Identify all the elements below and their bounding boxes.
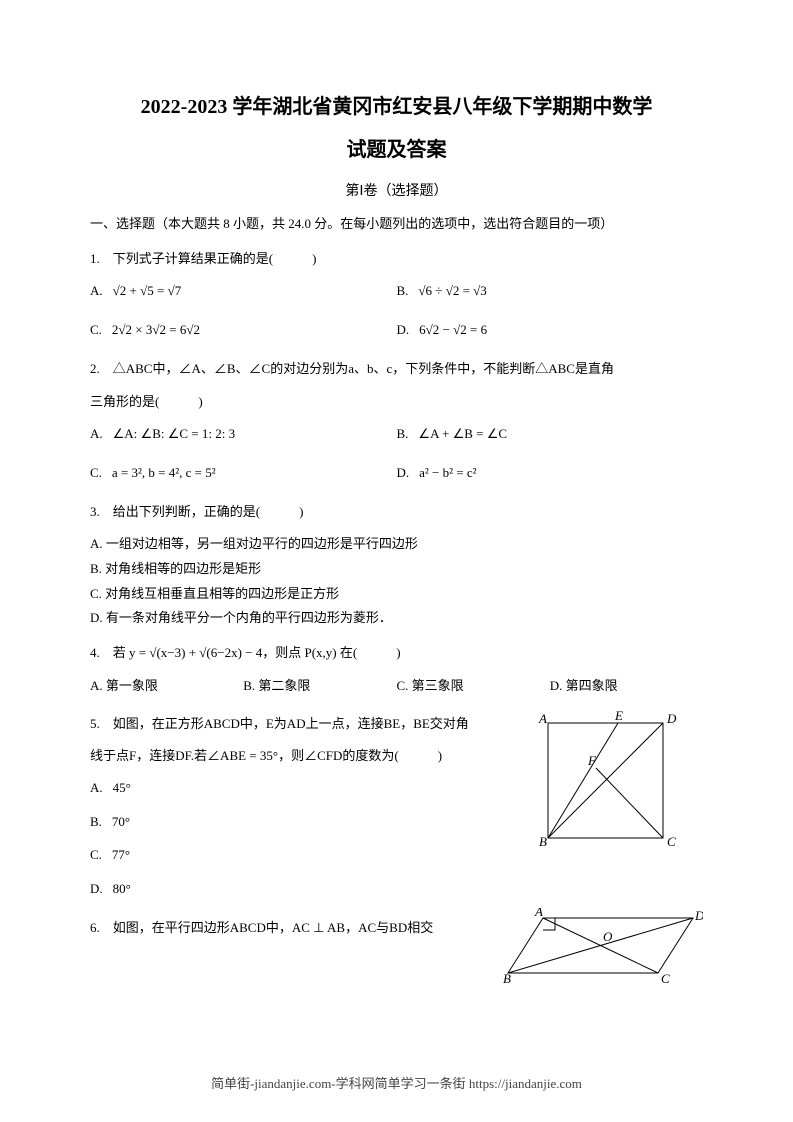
q6-label-b: B bbox=[503, 971, 511, 986]
question-4: 4. 若 y = √(x−3) + √(6−2x) − 4，则点 P(x,y) … bbox=[90, 641, 703, 698]
q6-label-d: D bbox=[694, 908, 703, 923]
question-3: 3. 给出下列判断，正确的是( ) A. 一组对边相等，另一组对边平行的四边形是… bbox=[90, 500, 703, 631]
q4-text: 4. 若 y = √(x−3) + √(6−2x) − 4，则点 P(x,y) … bbox=[90, 641, 703, 666]
q5-label-a: A bbox=[538, 711, 547, 726]
question-1: 1. 下列式子计算结果正确的是( ) A.√2 + √5 = √7 B.√6 ÷… bbox=[90, 247, 703, 343]
q4-option-a: A. 第一象限 bbox=[90, 674, 243, 699]
q3-option-d: D. 有一条对角线平分一个内角的平行四边形为菱形． bbox=[90, 606, 703, 631]
q3-option-a: A. 一组对边相等，另一组对边平行的四边形是平行四边形 bbox=[90, 532, 703, 557]
q6-text: 6. 如图，在平行四边形ABCD中，AC ⊥ AB，AC与BD相交 bbox=[90, 916, 490, 941]
q6-label-o: O bbox=[603, 929, 613, 944]
q1-option-d: D.6√2 − √2 = 6 bbox=[397, 318, 704, 343]
q5-label-c: C bbox=[667, 834, 676, 848]
question-6: 6. 如图，在平行四边形ABCD中，AC ⊥ AB，AC与BD相交 A D B … bbox=[90, 916, 703, 941]
q5-label-e: E bbox=[614, 708, 623, 723]
q4-option-d: D. 第四象限 bbox=[550, 674, 703, 699]
q5-figure: A E D B C F bbox=[533, 708, 683, 857]
page-title-line2: 试题及答案 bbox=[90, 133, 703, 162]
q4-option-c: C. 第三象限 bbox=[397, 674, 550, 699]
q4-option-b: B. 第二象限 bbox=[243, 674, 396, 699]
q5-label-f: F bbox=[587, 753, 597, 768]
q5-text-1: 5. 如图，在正方形ABCD中，E为AD上一点，连接BE，BE交对角 bbox=[90, 708, 520, 739]
q2-text-1: 2. △ABC中，∠A、∠B、∠C的对边分别为a、b、c，下列条件中，不能判断△… bbox=[90, 357, 703, 382]
q6-label-c: C bbox=[661, 971, 670, 986]
q2-option-b: B.∠A + ∠B = ∠C bbox=[397, 422, 704, 447]
q5-option-d: D.80° bbox=[90, 872, 703, 906]
q6-figure: A D B C O bbox=[503, 908, 703, 997]
q1-option-c: C.2√2 × 3√2 = 6√2 bbox=[90, 318, 397, 343]
question-5: 5. 如图，在正方形ABCD中，E为AD上一点，连接BE，BE交对角 线于点F，… bbox=[90, 708, 703, 906]
q6-label-a: A bbox=[534, 908, 543, 919]
q1-option-b: B.√6 ÷ √2 = √3 bbox=[397, 279, 704, 304]
page-title-line1: 2022-2023 学年湖北省黄冈市红安县八年级下学期期中数学 bbox=[90, 90, 703, 119]
q3-text: 3. 给出下列判断，正确的是( ) bbox=[90, 500, 703, 525]
q1-option-a: A.√2 + √5 = √7 bbox=[90, 279, 397, 304]
q2-option-a: A.∠A: ∠B: ∠C = 1: 2: 3 bbox=[90, 422, 397, 447]
q5-label-d: D bbox=[666, 711, 677, 726]
q2-text-2: 三角形的是( ) bbox=[90, 390, 703, 415]
section-instruction: 一、选择题（本大题共 8 小题，共 24.0 分。在每小题列出的选项中，选出符合… bbox=[90, 214, 703, 235]
q3-option-c: C. 对角线互相垂直且相等的四边形是正方形 bbox=[90, 582, 703, 607]
section-label: 第Ⅰ卷（选择题） bbox=[90, 180, 703, 200]
q2-option-d: D.a² − b² = c² bbox=[397, 461, 704, 486]
q3-option-b: B. 对角线相等的四边形是矩形 bbox=[90, 557, 703, 582]
q1-text: 1. 下列式子计算结果正确的是( ) bbox=[90, 247, 703, 272]
q5-label-b: B bbox=[539, 834, 547, 848]
q5-text-2: 线于点F，连接DF.若∠ABE = 35°，则∠CFD的度数为( ) bbox=[90, 740, 520, 771]
question-2: 2. △ABC中，∠A、∠B、∠C的对边分别为a、b、c，下列条件中，不能判断△… bbox=[90, 357, 703, 486]
page-footer: 简单街-jiandanjie.com-学科网简单学习一条街 https://ji… bbox=[0, 1073, 793, 1092]
q2-option-c: C.a = 3², b = 4², c = 5² bbox=[90, 461, 397, 486]
